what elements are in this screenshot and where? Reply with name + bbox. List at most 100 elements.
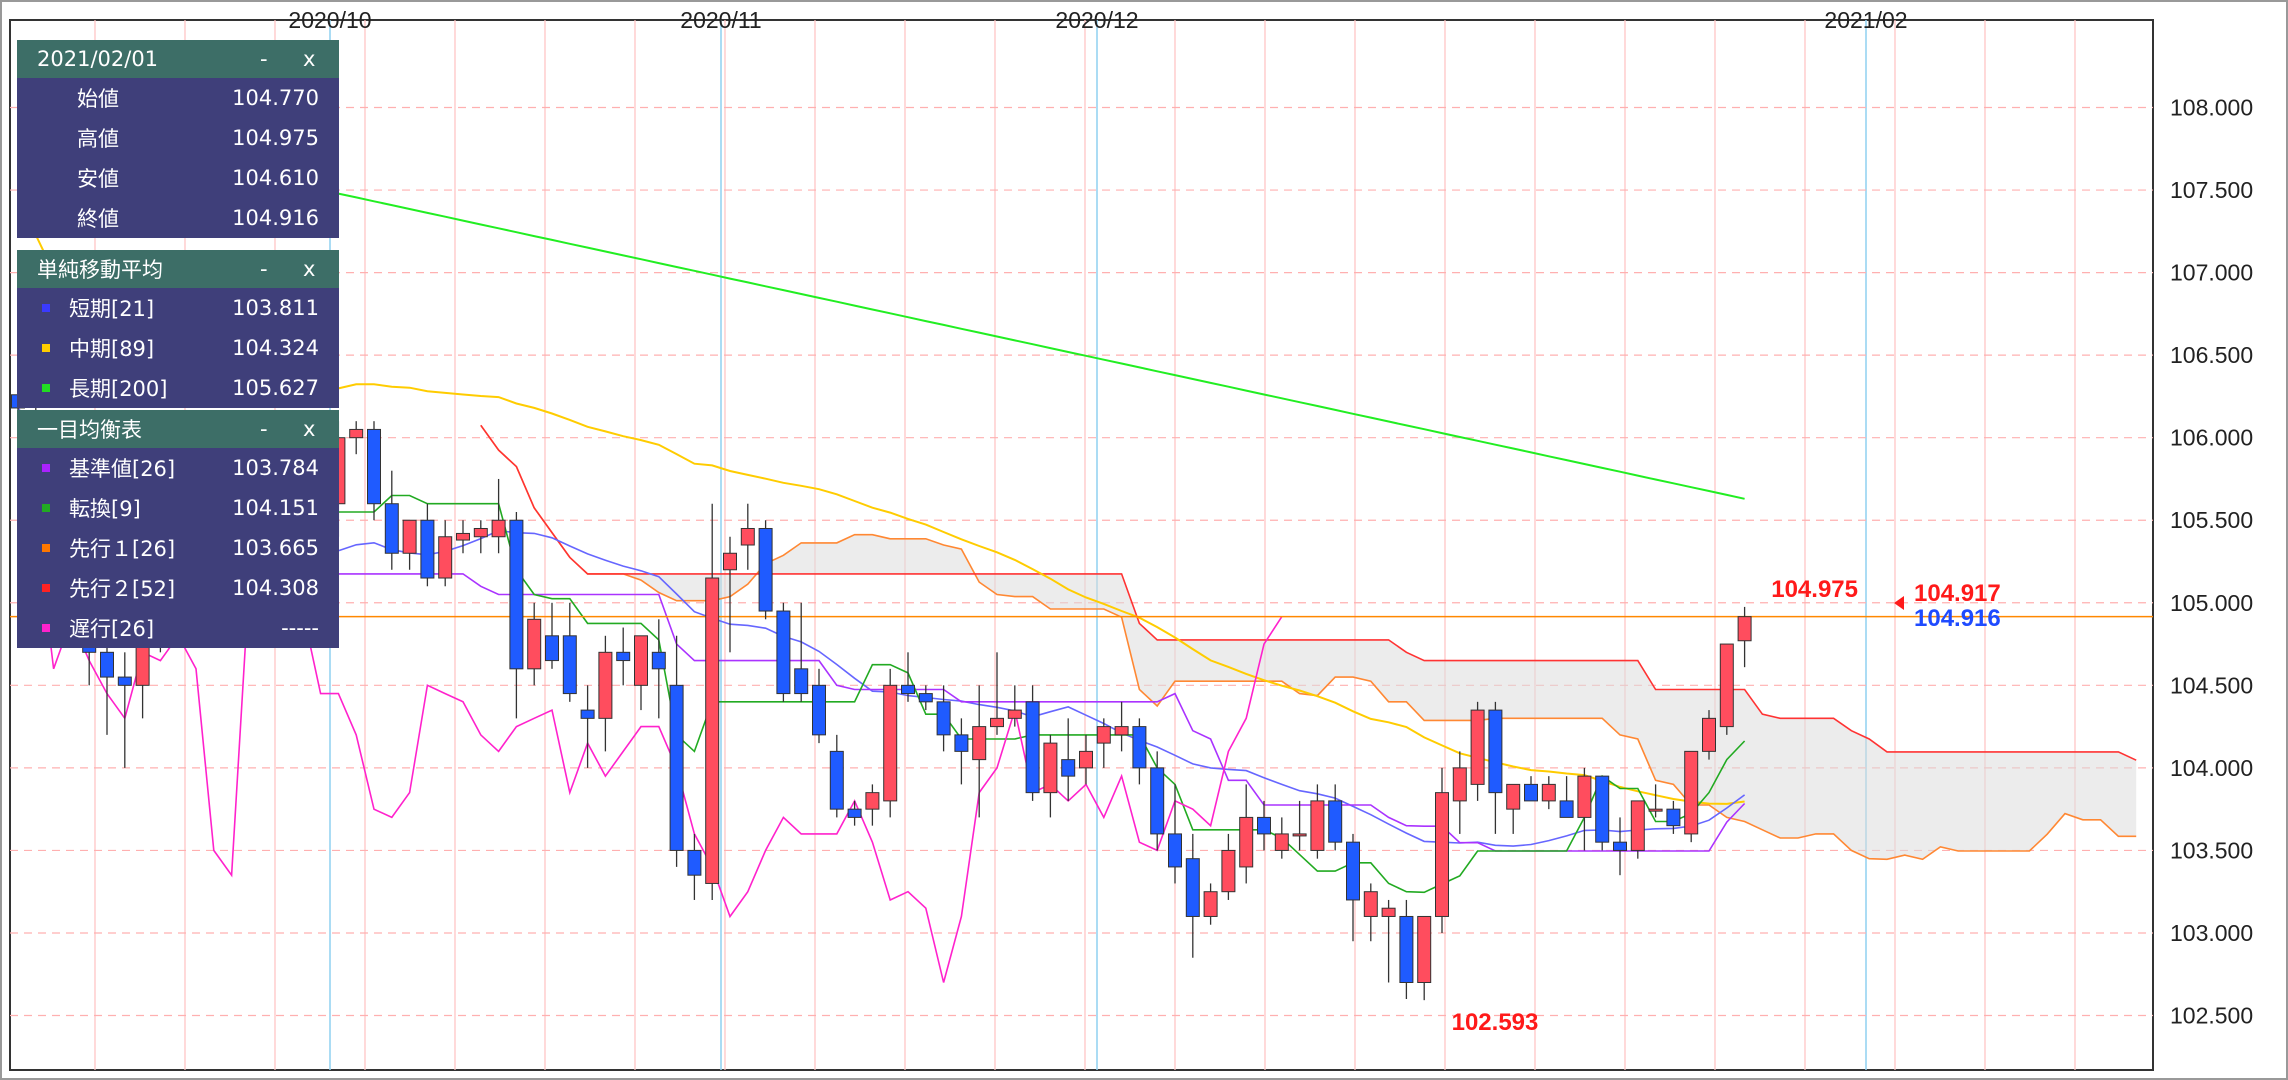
- row-value: 105.627: [232, 376, 319, 400]
- sma-close-button[interactable]: x: [303, 257, 316, 281]
- row-label: 先行２[52]: [69, 577, 176, 601]
- candle-body: [1541, 783, 1556, 802]
- candle-body: [1630, 800, 1645, 851]
- cloud-fill: [480, 425, 2137, 860]
- ichimoku-row-span-b: 先行２[52] 104.308: [17, 568, 339, 608]
- candle: [1079, 734, 1093, 785]
- row-value: 104.151: [232, 496, 319, 520]
- candle: [954, 718, 969, 785]
- legend-swatch: [42, 544, 50, 552]
- candle-body: [1577, 775, 1592, 818]
- ichimoku-row-tenkan: 転換[9] 104.151: [17, 488, 339, 528]
- candle: [1114, 701, 1129, 752]
- candle-body: [1452, 767, 1467, 802]
- ohlc-panel-header: 2021/02/01 - x: [17, 40, 339, 78]
- candle-body: [1168, 833, 1182, 868]
- sma-panel: 単純移動平均 - x 短期[21] 103.811 中期[89] 104.324 長…: [17, 250, 339, 408]
- candle: [420, 503, 435, 587]
- ohlc-close-button[interactable]: x: [303, 47, 316, 71]
- legend-swatch: [42, 304, 50, 312]
- sma-panel-header: 単純移動平均 - x: [17, 250, 339, 288]
- candle-body: [402, 519, 417, 554]
- candle: [936, 685, 951, 752]
- candle-body: [438, 536, 453, 579]
- candle: [883, 668, 898, 818]
- ohlc-date: 2021/02/01: [37, 47, 159, 71]
- candle-body: [740, 527, 755, 546]
- y-tick-label: 107.000: [2170, 260, 2253, 286]
- sma-minimize-button[interactable]: -: [260, 257, 268, 281]
- row-label: 長期[200]: [69, 377, 168, 401]
- y-tick-label: 105.500: [2170, 507, 2253, 533]
- candle: [1630, 800, 1645, 859]
- candle-body: [705, 577, 720, 884]
- ichimoku-row-span-a: 先行１[26] 103.665: [17, 528, 339, 568]
- ichimoku-panel: 一目均衡表 - x 基準値[26] 103.784 転換[9] 104.151 先行…: [17, 410, 339, 648]
- candle: [367, 421, 381, 521]
- legend-swatch: [42, 504, 50, 512]
- candle-body: [420, 519, 435, 579]
- candle: [1417, 915, 1432, 1001]
- candle: [1061, 718, 1076, 801]
- candle: [740, 503, 755, 570]
- candle-body: [936, 701, 951, 736]
- candle-body: [367, 428, 381, 505]
- row-value: 104.916: [232, 206, 319, 230]
- candle-body: [1346, 841, 1360, 901]
- sma-title: 単純移動平均: [37, 258, 163, 282]
- candle: [349, 421, 364, 455]
- ichimoku-row-kijun: 基準値[26] 103.784: [17, 448, 339, 488]
- sma-row-short: 短期[21] 103.811: [17, 288, 339, 328]
- x-tick-label: 2020/11: [680, 7, 761, 33]
- y-tick-label: 107.500: [2170, 177, 2253, 203]
- candle: [865, 784, 880, 826]
- candle: [829, 734, 844, 818]
- candle-body: [1524, 783, 1538, 802]
- candle: [1684, 750, 1699, 843]
- candle: [972, 685, 987, 818]
- candle-body: [1221, 849, 1236, 893]
- candle: [1096, 718, 1111, 768]
- candle-body: [1684, 750, 1699, 835]
- candle-body: [1274, 833, 1289, 851]
- candle-body: [1043, 742, 1058, 794]
- row-label: 終値: [77, 207, 119, 231]
- ichimoku-minimize-button[interactable]: -: [260, 417, 268, 441]
- candle: [1719, 643, 1734, 735]
- row-label: 短期[21]: [69, 297, 155, 321]
- candle-body: [794, 668, 809, 695]
- candle-body: [1257, 816, 1271, 835]
- candle: [1399, 899, 1414, 1000]
- candle-body: [723, 552, 737, 571]
- candle-body: [1239, 816, 1254, 868]
- candle: [794, 602, 809, 702]
- candle-body: [1381, 907, 1396, 917]
- ohlc-minimize-button[interactable]: -: [260, 47, 268, 71]
- ichimoku-close-button[interactable]: x: [303, 417, 316, 441]
- candle: [812, 668, 826, 744]
- candle-body: [1132, 726, 1147, 769]
- candle: [598, 635, 613, 752]
- candle-body: [954, 734, 969, 752]
- candle: [491, 478, 506, 554]
- candle-body: [1506, 783, 1521, 810]
- candle-body: [1203, 891, 1218, 917]
- high-annotation: 104.975: [1771, 576, 1858, 603]
- legend-swatch: [42, 464, 50, 472]
- candle: [758, 520, 773, 620]
- candle-body: [812, 684, 826, 736]
- ohlc-row-low: 安値 104.610: [17, 158, 339, 198]
- candle-body: [1079, 750, 1093, 769]
- candle-body: [865, 792, 880, 810]
- candle-body: [883, 684, 898, 802]
- row-label: 基準値[26]: [69, 457, 176, 481]
- candle: [1737, 606, 1752, 668]
- candle: [705, 503, 720, 900]
- candle-body: [384, 503, 399, 554]
- row-label: 先行１[26]: [69, 537, 176, 561]
- candle-body: [100, 651, 114, 678]
- candle-body: [456, 532, 470, 541]
- candle-body: [580, 709, 595, 719]
- candle: [1274, 817, 1289, 859]
